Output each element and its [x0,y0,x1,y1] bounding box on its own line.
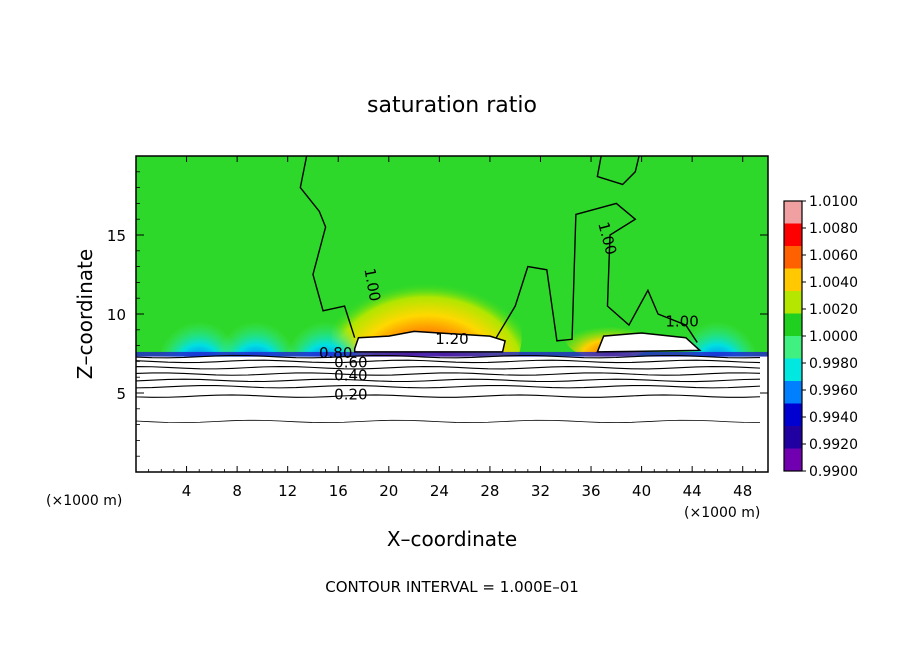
contour-label-0: 1.00 [360,267,384,303]
colorbar-swatch-7 [784,358,802,382]
contour-interval-note: CONTOUR INTERVAL = 1.000E–01 [325,578,579,596]
colorbar-label-0: 1.0100 [809,194,858,210]
colorbar-label-10: 0.9900 [809,464,858,480]
contour-line-5 [136,365,761,370]
colorbar-swatch-3 [784,268,802,292]
colorbar-label-3: 1.0040 [809,275,858,291]
colorbar-swatch-6 [784,336,802,359]
x-tick-label-2: 12 [278,482,297,500]
y-axis-label: Z–coordinate [73,249,97,379]
x-tick-label-1: 8 [232,482,242,500]
contour-1.00-west [299,156,356,338]
plot-area: 1.001.001.001.200.800.600.400.20 [136,156,768,472]
low-ratio-band [136,351,768,358]
colorbar-swatch-11 [784,448,802,472]
x-tick-label-9: 40 [632,482,651,500]
contour-label-6: 0.40 [334,366,367,384]
y-tick-label-1: 10 [107,306,126,324]
contour-label-4: 0.80 [319,344,352,362]
contour-line-2 [136,384,761,389]
contour-1.00-top [596,156,640,186]
colorbar-swatch-9 [784,403,802,427]
x-tick-label-6: 28 [480,482,499,500]
x-axis-label: X–coordinate [387,527,517,551]
contour-line-3 [136,378,761,383]
colorbar-swatch-4 [784,291,802,314]
colorbar-label-2: 1.0060 [809,248,858,264]
contour-line-0 [136,419,761,424]
colorbar-label-1: 1.0080 [809,221,858,237]
contour-line-1 [136,394,761,398]
contour-1.00-east [495,202,698,343]
y-tick-label-2: 15 [107,227,126,245]
contour-line-4 [136,372,761,376]
contour-label-3: 1.20 [435,330,468,348]
x-tick-label-4: 20 [379,482,398,500]
x-tick-label-11: 48 [733,482,752,500]
colorbar-swatch-8 [784,381,802,404]
contour-1.20-east [596,332,702,353]
contour-line-6 [136,359,761,364]
colorbar-swatch-0 [784,201,802,224]
colorbar-swatch-1 [784,223,802,247]
x-tick-label-0: 4 [182,482,192,500]
colorbar-swatch-2 [784,246,802,269]
x-tick-label-8: 36 [581,482,600,500]
x-unit-right: (×1000 m) [684,505,760,521]
x-unit-left: (×1000 m) [46,493,122,509]
contour-label-5: 0.60 [334,354,367,372]
colorbar-label-7: 0.9960 [809,383,858,399]
x-tick-label-10: 44 [683,482,702,500]
contour-line-7 [136,354,761,359]
contour-label-7: 0.20 [334,385,367,403]
colorbar-label-5: 1.0000 [809,329,858,345]
colorbar-label-9: 0.9920 [809,437,858,453]
colorbar-label-6: 0.9980 [809,356,858,372]
x-tick-label-5: 24 [430,482,449,500]
y-tick-label-0: 5 [116,385,126,403]
x-tick-label-7: 32 [531,482,550,500]
contour-1.20-west [353,330,506,353]
colorbar-label-4: 1.0020 [809,302,858,318]
chart-title: saturation ratio [367,93,537,118]
x-tick-label-3: 16 [329,482,348,500]
colorbar-swatch-5 [784,313,802,337]
colorbar-label-8: 0.9940 [809,410,858,426]
contour-label-2: 1.00 [665,313,698,331]
colorbar-swatch-10 [784,426,802,449]
white-base [136,356,768,472]
